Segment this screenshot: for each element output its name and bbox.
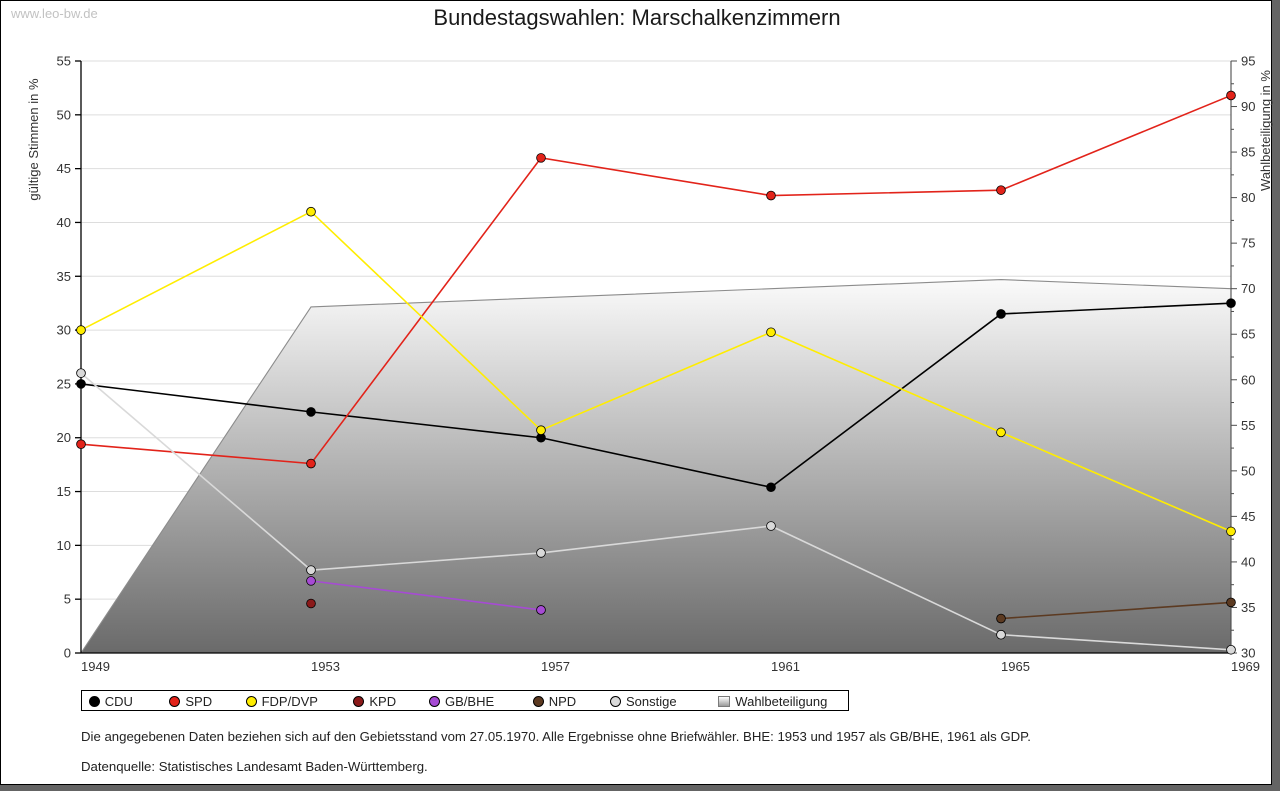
- svg-text:1953: 1953: [311, 659, 340, 674]
- svg-text:1961: 1961: [771, 659, 800, 674]
- svg-text:65: 65: [1241, 327, 1255, 342]
- svg-text:50: 50: [57, 107, 71, 122]
- svg-text:90: 90: [1241, 99, 1255, 114]
- svg-text:25: 25: [57, 376, 71, 391]
- svg-text:45: 45: [57, 161, 71, 176]
- svg-text:45: 45: [1241, 509, 1255, 524]
- svg-text:30: 30: [57, 323, 71, 338]
- svg-text:15: 15: [57, 484, 71, 499]
- svg-text:70: 70: [1241, 281, 1255, 296]
- svg-text:95: 95: [1241, 54, 1255, 69]
- svg-text:10: 10: [57, 538, 71, 553]
- svg-text:55: 55: [1241, 418, 1255, 433]
- svg-text:80: 80: [1241, 190, 1255, 205]
- svg-text:55: 55: [57, 54, 71, 69]
- svg-text:5: 5: [64, 592, 71, 607]
- svg-text:60: 60: [1241, 372, 1255, 387]
- svg-text:1957: 1957: [541, 659, 570, 674]
- svg-text:40: 40: [57, 215, 71, 230]
- svg-text:1969: 1969: [1231, 659, 1260, 674]
- svg-text:35: 35: [1241, 600, 1255, 615]
- svg-text:75: 75: [1241, 236, 1255, 251]
- svg-text:50: 50: [1241, 463, 1255, 478]
- svg-text:20: 20: [57, 430, 71, 445]
- svg-text:1949: 1949: [81, 659, 110, 674]
- svg-text:40: 40: [1241, 554, 1255, 569]
- svg-text:35: 35: [57, 269, 71, 284]
- svg-text:85: 85: [1241, 145, 1255, 160]
- svg-text:1965: 1965: [1001, 659, 1030, 674]
- svg-text:0: 0: [64, 646, 71, 661]
